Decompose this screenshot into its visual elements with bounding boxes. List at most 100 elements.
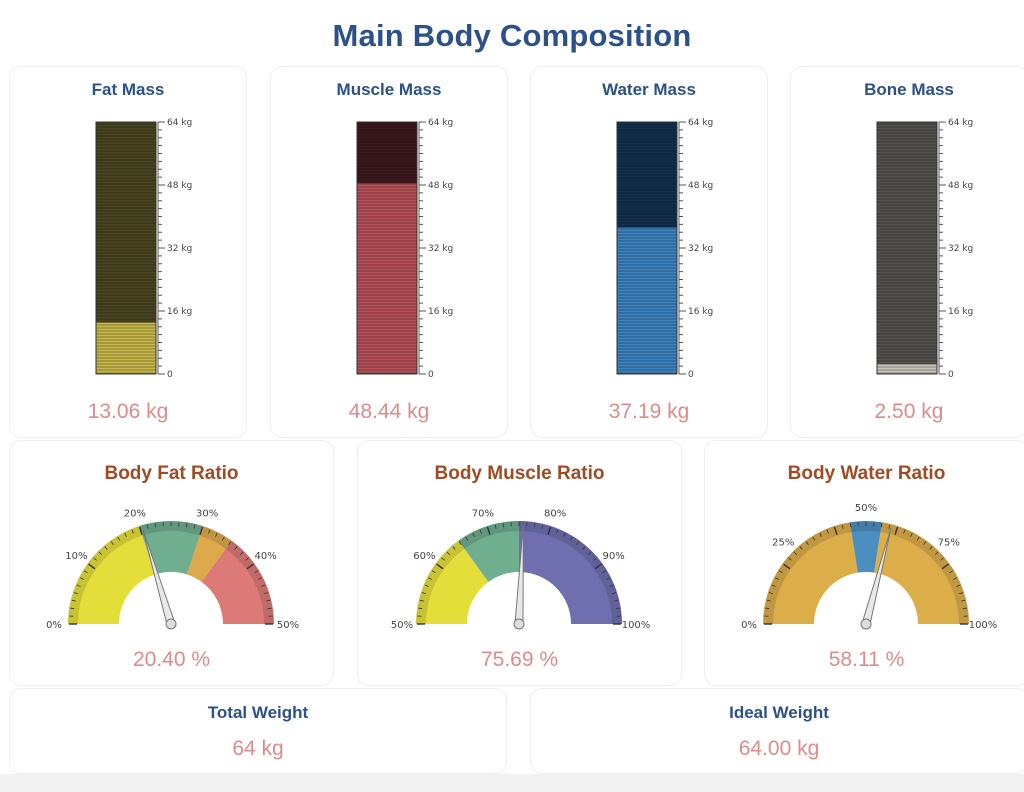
- gauge-tick: [427, 577, 432, 580]
- gauge-tick-label: 10%: [65, 551, 87, 562]
- gauge-tick: [199, 526, 204, 535]
- gauge-tick: [131, 529, 134, 534]
- scale-tick-label: 32 kg: [167, 244, 192, 254]
- gauge-tick: [612, 592, 617, 595]
- gauge-tick: [79, 577, 84, 580]
- gauge-tick: [494, 524, 497, 529]
- gauge-tick: [962, 607, 967, 610]
- gauge-tick-label: 40%: [255, 551, 277, 562]
- gauge-band: [458, 521, 519, 582]
- gauge-tick: [593, 557, 597, 561]
- gauge-tick: [940, 557, 944, 561]
- gauge-tick: [452, 546, 456, 550]
- scale-tick-label: 16 kg: [167, 307, 192, 317]
- page-title: Main Body Composition: [332, 18, 692, 53]
- gauge-tick: [826, 529, 829, 534]
- gauge-tick: [431, 570, 436, 574]
- gauge-tick-label: 25%: [772, 537, 794, 548]
- scale-tick-label: 64 kg: [688, 118, 713, 128]
- body-fat-ratio-card: Body Fat Ratio 0% 10% 20% 30% 40% 50% 20.40 %: [9, 440, 334, 686]
- gauge-tick: [502, 523, 505, 528]
- total-weight-value: 64 kg: [232, 737, 284, 760]
- gauge-tick: [124, 532, 127, 537]
- bar-fill: [96, 322, 156, 374]
- scale-tick-label: 32 kg: [948, 244, 973, 254]
- scale-tick-label: 16 kg: [948, 307, 973, 317]
- gauge-tick: [894, 526, 899, 535]
- gauge-tick: [778, 570, 783, 574]
- scale-tick-label: 0: [167, 370, 173, 380]
- gauge-tick: [458, 541, 462, 545]
- gauge-tick: [486, 526, 491, 535]
- bar-empty: [877, 122, 937, 374]
- muscle-mass-title: Muscle Mass: [336, 80, 442, 99]
- fat-mass-bar-gauge: 64 kg 48 kg 32 kg 16 kg 0: [95, 118, 192, 380]
- gauge-tick: [70, 607, 75, 610]
- gauge-tick: [258, 577, 263, 580]
- body-water-ratio-title: Body Water Ratio: [787, 463, 946, 484]
- fat-mass-title: Fat Mass: [91, 80, 165, 99]
- bar-fill: [617, 227, 677, 374]
- gauge-tick-label: 100%: [969, 620, 998, 631]
- gauge-tick: [541, 524, 544, 529]
- gauge-tick: [614, 599, 619, 602]
- bar-outline: [356, 121, 418, 375]
- gauge-tick: [221, 536, 225, 541]
- body-fat-ratio-value: 20.40 %: [132, 648, 211, 671]
- gauge-tick: [961, 599, 966, 602]
- gauge-tick: [805, 541, 809, 545]
- gauge-tick: [193, 524, 196, 529]
- gauge-tick: [246, 563, 254, 570]
- gauge-tick: [569, 536, 573, 541]
- gauge-tick: [615, 607, 620, 610]
- gauge-tick-label: 30%: [196, 509, 218, 520]
- muscle-mass-card: Muscle Mass 64 kg 48 kg 32 kg 16 kg 0 48.44 …: [270, 66, 508, 438]
- gauge-tick-label: 100%: [622, 620, 651, 631]
- gauge-tick-label: 60%: [413, 551, 435, 562]
- muscle-mass-bar-gauge: 64 kg 48 kg 32 kg 16 kg 0: [356, 118, 453, 380]
- gauge-tick-label: 80%: [544, 509, 566, 520]
- gauge-tick: [576, 541, 580, 545]
- gauge-tick: [588, 551, 592, 555]
- scale-tick-label: 0: [428, 370, 434, 380]
- gauge-tick: [267, 607, 272, 610]
- gauge-band: [201, 540, 274, 624]
- total-weight-title: Total Weight: [207, 703, 309, 722]
- gauge-tick: [104, 546, 108, 550]
- body-muscle-ratio-value: 75.69 %: [480, 648, 559, 671]
- gauge-band: [139, 521, 203, 575]
- gauge-tick-label: 50%: [277, 620, 299, 631]
- gauge-tick: [582, 546, 586, 550]
- gauge-tick: [765, 607, 770, 610]
- gauge-tick: [768, 592, 773, 595]
- gauge-tick-label: 70%: [472, 509, 494, 520]
- body-fat-ratio-title: Body Fat Ratio: [104, 463, 239, 484]
- gauge-tick: [154, 523, 157, 528]
- scale-tick-label: 0: [948, 370, 954, 380]
- gauge-tick: [446, 551, 450, 555]
- gauge-tick: [76, 584, 81, 587]
- footer-strip: [0, 774, 1024, 792]
- gauge-tick-label: 0%: [741, 620, 757, 631]
- body-muscle-ratio-gauge: 50% 60% 70% 80% 90% 100%: [391, 509, 651, 631]
- gauge-tick: [910, 532, 913, 537]
- body-water-ratio-value: 58.11 %: [828, 648, 905, 671]
- gauge-tick: [916, 536, 920, 541]
- gauge-tick: [766, 599, 771, 602]
- ideal-weight-card: Ideal Weight 64.00 kg: [530, 688, 1024, 774]
- gauge-tick: [949, 570, 954, 574]
- gauge-tick: [419, 599, 424, 602]
- gauge-tick: [421, 592, 426, 595]
- bone-mass-title: Bone Mass: [864, 80, 954, 99]
- gauge-band: [187, 526, 232, 582]
- scale-tick-label: 16 kg: [688, 307, 713, 317]
- gauge-tick: [110, 541, 114, 545]
- total-weight-card: Total Weight 64 kg: [9, 688, 507, 774]
- fat-mass-value: 13.06 kg: [87, 400, 169, 423]
- gauge-tick-label: 50%: [855, 503, 877, 514]
- scale-tick-label: 16 kg: [428, 307, 453, 317]
- gauge-tick: [788, 557, 792, 561]
- gauge-tick: [424, 584, 429, 587]
- bar-outline: [95, 121, 157, 375]
- gauge-tick-label: 75%: [938, 537, 960, 548]
